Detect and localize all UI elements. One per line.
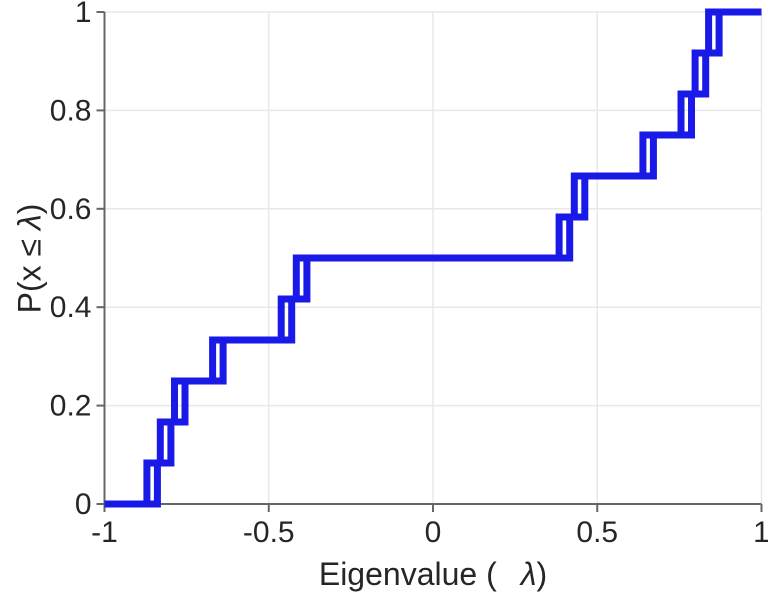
- x-tick-label: 1: [753, 516, 768, 549]
- y-tick-label: 0.2: [50, 390, 92, 423]
- y-tick-label: 0: [75, 488, 92, 521]
- x-axis-label-close: ): [536, 556, 548, 592]
- y-axis-label-close: ): [11, 203, 48, 215]
- x-axis-label: Eigenvalue ( λ): [319, 556, 547, 593]
- x-tick-label: -1: [91, 516, 118, 549]
- y-label-space: [12, 230, 48, 239]
- ecdf-staircase-right: [104, 8, 762, 508]
- lambda-symbol: λ: [520, 556, 537, 592]
- y-tick-label: 0.6: [50, 193, 92, 226]
- x-tick-label: 0: [425, 516, 442, 549]
- x-axis-label-text: Eigenvalue (: [318, 556, 497, 592]
- y-axis-label-text: P(x: [11, 256, 48, 314]
- x-tick-label: -0.5: [243, 516, 295, 549]
- x-tick-label: 0.5: [576, 516, 618, 549]
- y-tick-label: 0.8: [50, 94, 92, 127]
- y-axis-label: P(x ≤ λ): [12, 109, 49, 409]
- y-tick-label: 1: [75, 0, 92, 29]
- leq-symbol: ≤: [11, 238, 48, 257]
- lambda-symbol: λ: [11, 214, 48, 231]
- y-tick-label: 0.4: [50, 291, 92, 324]
